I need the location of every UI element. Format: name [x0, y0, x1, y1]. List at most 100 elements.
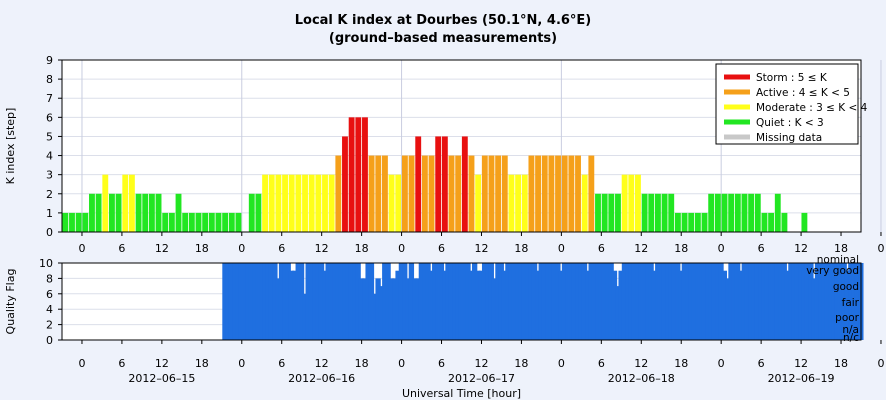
- quality-bar: [442, 270, 448, 340]
- quality-bar: [581, 263, 588, 340]
- k-bar: [322, 174, 328, 232]
- k-bar: [435, 136, 442, 232]
- k-ytick-label: 5: [46, 130, 53, 143]
- k-bar: [761, 212, 768, 232]
- k-bar: [302, 174, 308, 232]
- quality-bar: [262, 263, 268, 340]
- quality-bar: [498, 263, 504, 340]
- k-bar: [235, 212, 242, 232]
- k-bar: [694, 212, 701, 232]
- k-bar: [601, 193, 608, 232]
- quality-bar: [458, 263, 464, 340]
- quality-level-label: good: [833, 281, 859, 293]
- k-bar: [575, 155, 581, 232]
- quality-bar: [548, 263, 554, 340]
- k-bar: [728, 193, 735, 232]
- k-xtick-label: 0: [398, 242, 405, 255]
- k-bar: [82, 212, 89, 232]
- k-xtick-label: 0: [877, 242, 884, 255]
- quality-bar: [751, 263, 757, 340]
- k-bar: [268, 174, 275, 232]
- k-bar: [475, 174, 482, 232]
- quality-bar: [375, 278, 381, 340]
- quality-bar: [848, 263, 854, 340]
- quality-bar: [778, 263, 784, 340]
- k-bar: [501, 155, 508, 232]
- k-bar: [801, 212, 808, 232]
- k-ylabel: K index [step]: [4, 108, 17, 185]
- quality-bar: [288, 270, 295, 340]
- quality-bar: [585, 270, 591, 340]
- date-label: 2012–06–17: [448, 372, 515, 385]
- quality-bar: [638, 263, 644, 340]
- quality-bar: [425, 263, 431, 340]
- quality-bar: [618, 270, 624, 340]
- legend-label: Active : 4 ≤ K < 5: [756, 87, 850, 99]
- quality-bar: [608, 263, 614, 340]
- k-bar: [102, 174, 109, 232]
- quality-bar: [561, 263, 568, 340]
- q-xtick-label: 6: [438, 357, 445, 370]
- k-bar: [228, 212, 235, 232]
- quality-bar: [481, 263, 488, 340]
- quality-bar: [408, 263, 415, 340]
- date-label: 2012–06–15: [128, 372, 195, 385]
- k-xtick-label: 0: [718, 242, 725, 255]
- k-bar: [441, 136, 448, 232]
- quality-level-label: n/a: [842, 324, 859, 336]
- k-xtick-label: 18: [355, 242, 369, 255]
- k-ytick-label: 8: [46, 73, 53, 86]
- k-bar: [62, 212, 69, 232]
- k-bar: [89, 193, 95, 232]
- quality-bar: [302, 293, 308, 340]
- quality-bar: [551, 263, 558, 340]
- quality-bar: [558, 270, 564, 340]
- quality-bar: [578, 263, 584, 340]
- quality-bar: [718, 263, 724, 340]
- k-xtick-label: 12: [315, 242, 329, 255]
- quality-bar: [428, 270, 435, 340]
- quality-bar: [232, 263, 238, 340]
- k-bar: [75, 212, 82, 232]
- quality-level-label: poor: [835, 312, 860, 324]
- legend-label: Moderate : 3 ≤ K < 4: [756, 102, 868, 114]
- quality-level-label: very good: [806, 265, 859, 277]
- k-xtick-label: 18: [195, 242, 209, 255]
- k-bar: [162, 212, 169, 232]
- k-bar: [248, 193, 255, 232]
- k-bar: [455, 155, 462, 232]
- k-bar: [561, 155, 568, 232]
- quality-bar: [678, 270, 684, 340]
- quality-bar: [511, 263, 518, 340]
- quality-bar: [298, 263, 305, 340]
- quality-bar: [598, 263, 604, 340]
- quality-bar: [601, 263, 608, 340]
- quality-bar: [651, 270, 658, 340]
- k-bar: [781, 212, 788, 232]
- quality-bar: [818, 263, 824, 340]
- quality-bar: [235, 263, 241, 340]
- quality-bar: [808, 263, 814, 340]
- quality-bar: [824, 263, 831, 340]
- quality-bar: [432, 263, 438, 340]
- k-bar: [588, 155, 595, 232]
- quality-bar: [312, 263, 318, 340]
- k-bar: [182, 212, 189, 232]
- date-label: 2012–06–16: [288, 372, 355, 385]
- quality-bar: [708, 263, 714, 340]
- quality-bar: [731, 263, 737, 340]
- q-xtick-label: 6: [758, 357, 765, 370]
- quality-bar: [811, 278, 817, 340]
- quality-bar: [801, 263, 807, 340]
- k-bar: [348, 117, 355, 232]
- k-bar: [714, 193, 721, 232]
- quality-bar: [741, 263, 747, 340]
- k-bar: [128, 174, 135, 232]
- k-bar: [368, 155, 375, 232]
- k-bar: [608, 193, 615, 232]
- quality-bar: [332, 263, 338, 340]
- k-bar: [408, 155, 415, 232]
- k-bar: [595, 193, 601, 232]
- quality-bar: [338, 263, 345, 340]
